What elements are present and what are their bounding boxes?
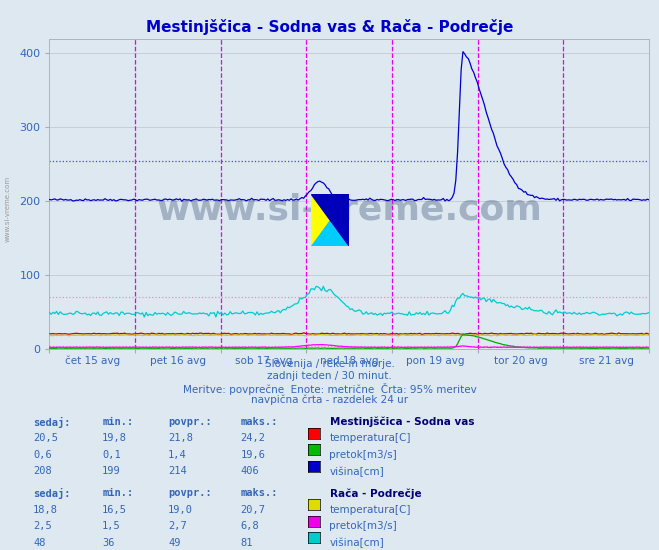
Text: sob 17 avg: sob 17 avg — [235, 356, 293, 366]
Text: 36: 36 — [102, 538, 115, 548]
Text: Slovenija / reke in morje.: Slovenija / reke in morje. — [264, 359, 395, 369]
Text: 19,8: 19,8 — [102, 433, 127, 443]
Text: 1,4: 1,4 — [168, 450, 186, 460]
Text: 20,5: 20,5 — [33, 433, 58, 443]
Text: 81: 81 — [241, 538, 253, 548]
Text: Mestinjščica - Sodna vas: Mestinjščica - Sodna vas — [330, 417, 474, 427]
Text: www.si-vreme.com: www.si-vreme.com — [156, 192, 542, 227]
Text: povpr.:: povpr.: — [168, 488, 212, 498]
Text: navpična črta - razdelek 24 ur: navpična črta - razdelek 24 ur — [251, 395, 408, 405]
Text: sedaj:: sedaj: — [33, 488, 71, 499]
Text: pet 16 avg: pet 16 avg — [150, 356, 206, 366]
Text: 6,8: 6,8 — [241, 521, 259, 531]
Text: min.:: min.: — [102, 488, 133, 498]
Text: 2,5: 2,5 — [33, 521, 51, 531]
Text: čet 15 avg: čet 15 avg — [65, 356, 120, 366]
Text: povpr.:: povpr.: — [168, 417, 212, 427]
Polygon shape — [311, 194, 349, 246]
Text: 19,6: 19,6 — [241, 450, 266, 460]
Text: sre 21 avg: sre 21 avg — [579, 356, 634, 366]
Text: 16,5: 16,5 — [102, 505, 127, 515]
Text: Meritve: povprečne  Enote: metrične  Črta: 95% meritev: Meritve: povprečne Enote: metrične Črta:… — [183, 383, 476, 395]
Text: maks.:: maks.: — [241, 417, 278, 427]
Text: 20,7: 20,7 — [241, 505, 266, 515]
Text: 19,0: 19,0 — [168, 505, 193, 515]
Text: 49: 49 — [168, 538, 181, 548]
Text: Rača - Podrečje: Rača - Podrečje — [330, 488, 421, 499]
Text: 48: 48 — [33, 538, 45, 548]
Text: pretok[m3/s]: pretok[m3/s] — [330, 450, 397, 460]
Text: 214: 214 — [168, 466, 186, 476]
Text: 24,2: 24,2 — [241, 433, 266, 443]
Text: temperatura[C]: temperatura[C] — [330, 505, 411, 515]
Text: 199: 199 — [102, 466, 121, 476]
Text: 208: 208 — [33, 466, 51, 476]
Text: ned 18 avg: ned 18 avg — [320, 356, 378, 366]
Text: maks.:: maks.: — [241, 488, 278, 498]
Text: 0,6: 0,6 — [33, 450, 51, 460]
Text: 0,1: 0,1 — [102, 450, 121, 460]
Text: pon 19 avg: pon 19 avg — [406, 356, 464, 366]
Text: 21,8: 21,8 — [168, 433, 193, 443]
Text: temperatura[C]: temperatura[C] — [330, 433, 411, 443]
Text: pretok[m3/s]: pretok[m3/s] — [330, 521, 397, 531]
Text: zadnji teden / 30 minut.: zadnji teden / 30 minut. — [267, 371, 392, 381]
Polygon shape — [311, 194, 349, 246]
Text: Mestinjščica - Sodna vas & Rača - Podrečje: Mestinjščica - Sodna vas & Rača - Podreč… — [146, 19, 513, 35]
Text: 18,8: 18,8 — [33, 505, 58, 515]
Text: sedaj:: sedaj: — [33, 417, 71, 428]
Text: min.:: min.: — [102, 417, 133, 427]
Text: 2,7: 2,7 — [168, 521, 186, 531]
Polygon shape — [311, 194, 349, 246]
Text: tor 20 avg: tor 20 avg — [494, 356, 548, 366]
Text: višina[cm]: višina[cm] — [330, 466, 384, 477]
Text: višina[cm]: višina[cm] — [330, 538, 384, 548]
Text: 406: 406 — [241, 466, 259, 476]
Text: www.si-vreme.com: www.si-vreme.com — [5, 176, 11, 242]
Text: 1,5: 1,5 — [102, 521, 121, 531]
